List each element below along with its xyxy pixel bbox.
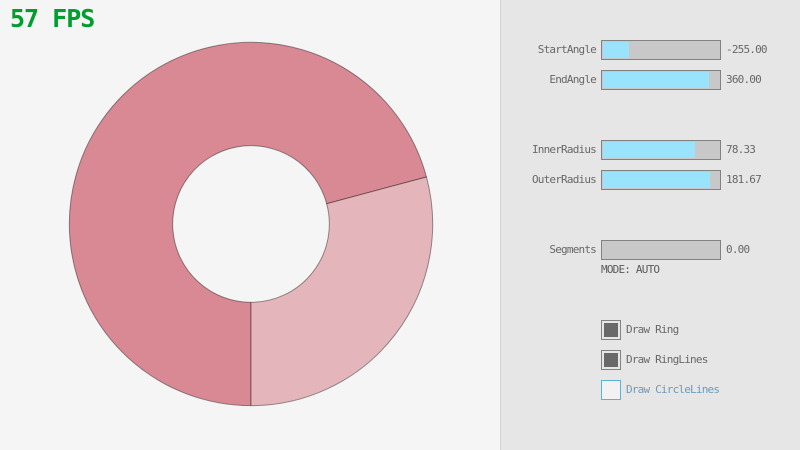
segments-slider[interactable] [601, 240, 721, 260]
outerradius-label: OuterRadius [531, 173, 597, 186]
draw-ringlines-row: Draw RingLines [601, 350, 800, 370]
draw-ring-checkbox[interactable] [601, 320, 621, 340]
draw-ring-row: Draw Ring [601, 320, 800, 340]
outerradius-row: OuterRadius 181.67 [501, 170, 800, 190]
startangle-label: StartAngle [537, 43, 597, 56]
outerradius-slider-fill [603, 172, 710, 188]
endangle-row: EndAngle 360.00 [501, 70, 800, 90]
innerradius-value: 78.33 [726, 143, 756, 156]
draw-ring-label: Draw Ring [626, 323, 679, 336]
startangle-row: StartAngle -255.00 [501, 40, 800, 60]
draw-circlelines-checkbox[interactable] [601, 380, 621, 400]
draw-ringlines-label: Draw RingLines [626, 353, 708, 366]
innerradius-slider-fill [603, 142, 695, 158]
innerradius-row: InnerRadius 78.33 [501, 140, 800, 160]
draw-circlelines-label: Draw CircleLines [626, 383, 720, 396]
draw-ringlines-checkbox[interactable] [601, 350, 621, 370]
endangle-slider[interactable] [601, 70, 721, 90]
fps-counter: 57 FPS [10, 4, 95, 33]
innerradius-label: InnerRadius [531, 143, 597, 156]
segments-row: Segments 0.00 [501, 240, 800, 260]
segments-value: 0.00 [726, 243, 750, 256]
endangle-label: EndAngle [549, 73, 596, 86]
startangle-slider-fill [603, 42, 629, 58]
ring-segment-single-pass [250, 176, 434, 407]
startangle-value: -255.00 [726, 43, 768, 56]
control-panel: StartAngle -255.00 EndAngle 360.00 Inner… [500, 0, 800, 450]
startangle-slider[interactable] [601, 40, 721, 60]
ring-segment-double-pass [68, 41, 428, 407]
endangle-slider-fill [603, 72, 709, 88]
endangle-value: 360.00 [726, 73, 762, 86]
outerradius-slider[interactable] [601, 170, 721, 190]
segments-label: Segments [549, 243, 596, 256]
outerradius-value: 181.67 [726, 173, 762, 186]
ring-drawing [68, 41, 434, 407]
render-canvas: 57 FPS [10, 4, 434, 407]
innerradius-slider[interactable] [601, 140, 721, 160]
draw-circlelines-row: Draw CircleLines [601, 380, 800, 400]
segments-mode-text: MODE: AUTO [601, 263, 660, 276]
